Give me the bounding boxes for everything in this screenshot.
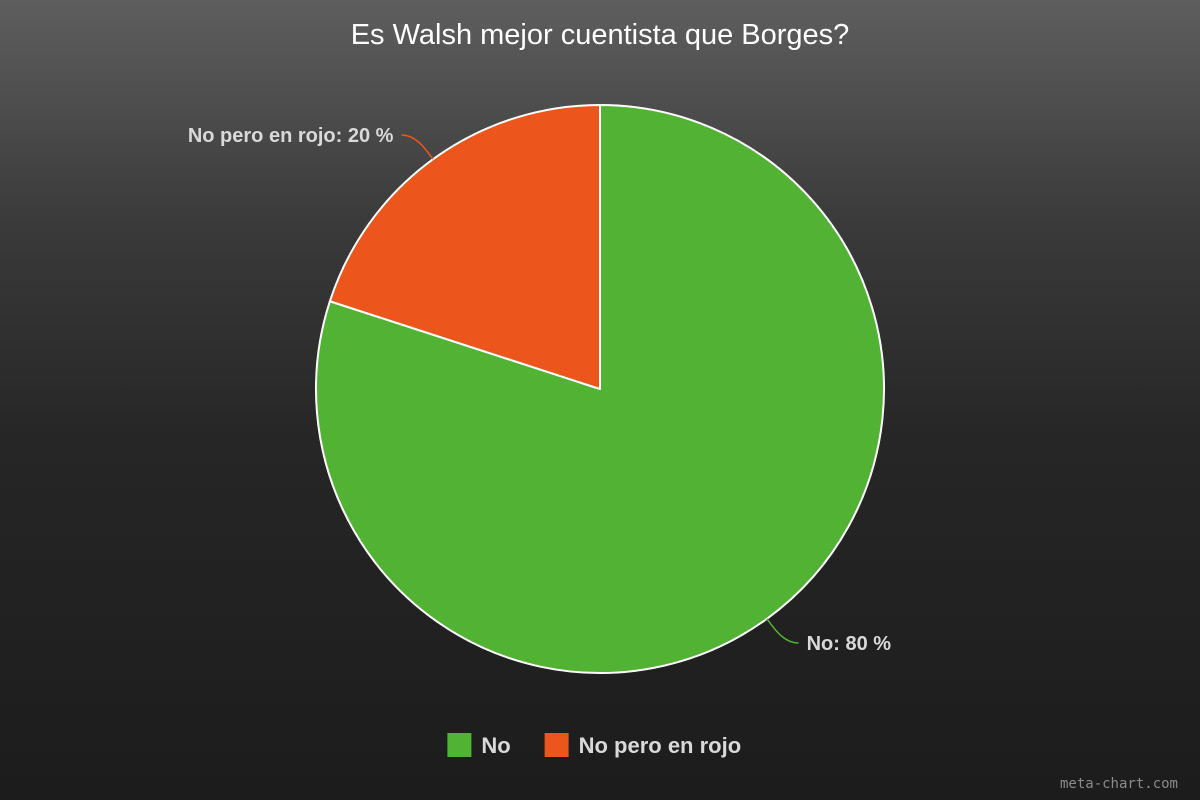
chart-title: Es Walsh mejor cuentista que Borges?: [351, 19, 850, 51]
legend-label-no-pero-en-rojo: No pero en rojo: [579, 733, 742, 758]
legend-swatch-no-pero-en-rojo: [544, 733, 569, 757]
pie-slices: [315, 104, 885, 674]
legend[interactable]: No No pero en rojo: [447, 733, 741, 758]
data-label-no-pero-en-rojo: No pero en rojo: 20 %: [188, 125, 394, 147]
slice-labels: No: 80 % No pero en rojo: 20 %: [188, 125, 891, 655]
credit-text[interactable]: meta-chart.com: [1060, 776, 1178, 792]
legend-item-no-pero-en-rojo[interactable]: No pero en rojo: [544, 733, 742, 758]
legend-item-no[interactable]: No: [447, 733, 511, 758]
data-label-no: No: 80 %: [807, 633, 892, 655]
legend-label-no: No: [481, 733, 510, 758]
label-connector-no: [766, 618, 799, 644]
legend-swatch-no: [447, 733, 472, 757]
label-connector-no-pero-en-rojo: [401, 134, 434, 160]
